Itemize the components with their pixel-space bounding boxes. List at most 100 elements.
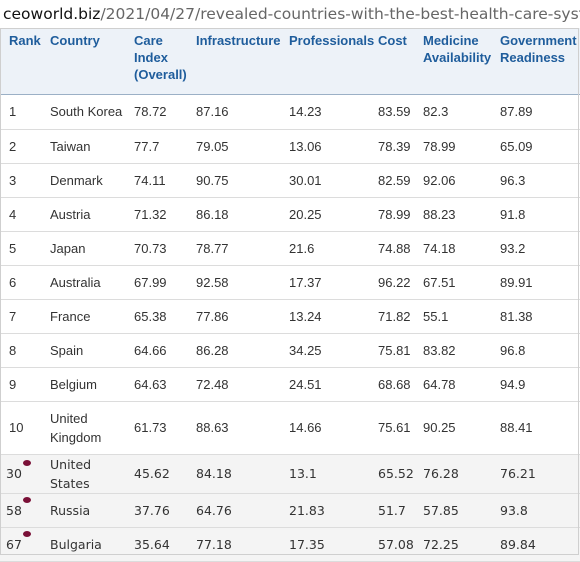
table-row: 7 France 65.38 77.86 13.24 71.82 55.1 81… (0, 298, 580, 333)
cell-cost: 68.68 (374, 366, 419, 401)
cell-infrastructure: 87.16 (192, 93, 285, 129)
cell-infrastructure: 64.76 (192, 492, 285, 527)
table-row: 2 Taiwan 77.7 79.05 13.06 78.39 78.99 65… (0, 128, 580, 163)
cell-government: 96.8 (496, 332, 580, 367)
cell-cost: 51.7 (374, 492, 419, 527)
table-row: 30 United States 45.62 84.18 13.1 65.52 … (0, 453, 580, 493)
table-row: 1 South Korea 78.72 87.16 14.23 83.59 82… (0, 93, 580, 129)
cell-cost: 71.82 (374, 298, 419, 333)
table-row: 3 Denmark 74.11 90.75 30.01 82.59 92.06 … (0, 162, 580, 197)
cell-government: 91.8 (496, 196, 580, 231)
cell-care-index: 64.63 (130, 366, 192, 401)
cell-country: France (46, 298, 130, 333)
cell-care-index: 74.11 (130, 162, 192, 197)
cell-cost: 83.59 (374, 93, 419, 129)
cell-care-index: 70.73 (130, 230, 192, 265)
header-infrastructure: Infrastructure (192, 28, 285, 94)
cell-cost: 78.39 (374, 128, 419, 163)
cell-government: 88.41 (496, 400, 580, 454)
cell-cost: 78.99 (374, 196, 419, 231)
cell-professionals: 21.6 (285, 230, 374, 265)
table-row: 6 Australia 67.99 92.58 17.37 96.22 67.5… (0, 264, 580, 299)
cell-cost: 82.59 (374, 162, 419, 197)
table-row: 67 Bulgaria 35.64 77.18 17.35 57.08 72.2… (0, 526, 580, 562)
cell-country: Austria (46, 196, 130, 231)
cell-professionals: 24.51 (285, 366, 374, 401)
cell-care-index: 71.32 (130, 196, 192, 231)
cell-care-index: 64.66 (130, 332, 192, 367)
cell-care-index: 77.7 (130, 128, 192, 163)
cell-professionals: 20.25 (285, 196, 374, 231)
cell-government: 76.21 (496, 453, 580, 493)
cell-infrastructure: 84.18 (192, 453, 285, 493)
cell-government: 93.2 (496, 230, 580, 265)
cell-cost: 96.22 (374, 264, 419, 299)
cell-rank: 7 (0, 298, 46, 333)
header-professionals: Professionals (285, 28, 374, 94)
cell-rank: 9 (0, 366, 46, 401)
table-row: 4 Austria 71.32 86.18 20.25 78.99 88.23 … (0, 196, 580, 231)
header-cost: Cost (374, 28, 419, 94)
rank-value: 58 (6, 502, 22, 518)
cell-care-index: 67.99 (130, 264, 192, 299)
cell-medicine: 64.78 (419, 366, 496, 401)
header-care-index: Care Index (Overall) (130, 28, 192, 94)
cell-medicine: 92.06 (419, 162, 496, 197)
cell-infrastructure: 79.05 (192, 128, 285, 163)
cell-professionals: 13.24 (285, 298, 374, 333)
cell-rank: 4 (0, 196, 46, 231)
cell-professionals: 21.83 (285, 492, 374, 527)
cell-medicine: 88.23 (419, 196, 496, 231)
cell-care-index: 45.62 (130, 453, 192, 493)
cell-infrastructure: 86.18 (192, 196, 285, 231)
cell-infrastructure: 72.48 (192, 366, 285, 401)
cell-country: Australia (46, 264, 130, 299)
cell-rank: 2 (0, 128, 46, 163)
marker-dot-icon (22, 530, 31, 537)
cell-medicine: 82.3 (419, 93, 496, 129)
cell-government: 93.8 (496, 492, 580, 527)
cell-rank: 5 (0, 230, 46, 265)
cell-care-index: 78.72 (130, 93, 192, 129)
cell-infrastructure: 77.86 (192, 298, 285, 333)
cell-care-index: 37.76 (130, 492, 192, 527)
header-government-readiness: Government Readiness (496, 28, 580, 94)
header-medicine-availability: Medicine Availability (419, 28, 496, 94)
cell-infrastructure: 90.75 (192, 162, 285, 197)
rank-value: 67 (6, 536, 22, 552)
cell-medicine: 74.18 (419, 230, 496, 265)
cell-rank: 58 (0, 492, 46, 527)
cell-infrastructure: 86.28 (192, 332, 285, 367)
cell-professionals: 30.01 (285, 162, 374, 197)
cell-country: Japan (46, 230, 130, 265)
table-row: 58 Russia 37.76 64.76 21.83 51.7 57.85 9… (0, 492, 580, 527)
url-domain: ceoworld.biz (3, 5, 101, 23)
cell-government: 87.89 (496, 93, 580, 129)
marker-dot-icon (22, 460, 31, 466)
cell-medicine: 83.82 (419, 332, 496, 367)
cell-infrastructure: 78.77 (192, 230, 285, 265)
cell-cost: 75.81 (374, 332, 419, 367)
table-row: 10 United Kingdom 61.73 88.63 14.66 75.6… (0, 400, 580, 454)
cell-rank: 30 (0, 453, 46, 493)
cell-cost: 65.52 (374, 453, 419, 493)
cell-medicine: 55.1 (419, 298, 496, 333)
marker-dot-icon (22, 496, 31, 503)
cell-medicine: 78.99 (419, 128, 496, 163)
rank-value: 30 (6, 466, 22, 481)
cell-country: Taiwan (46, 128, 130, 163)
cell-country: United States (46, 453, 130, 493)
cell-infrastructure: 88.63 (192, 400, 285, 454)
cell-cost: 74.88 (374, 230, 419, 265)
cell-care-index: 65.38 (130, 298, 192, 333)
cell-professionals: 14.23 (285, 93, 374, 129)
table-header-row: Rank Country Care Index (Overall) Infras… (0, 28, 580, 94)
url-path: /2021/04/27/revealed-countries-with-the-… (100, 5, 580, 23)
health-care-ranking-table: Rank Country Care Index (Overall) Infras… (0, 28, 580, 562)
cell-government: 94.9 (496, 366, 580, 401)
cell-professionals: 13.1 (285, 453, 374, 493)
cell-medicine: 57.85 (419, 492, 496, 527)
cell-country: United Kingdom (46, 400, 130, 454)
cell-government: 89.91 (496, 264, 580, 299)
cell-cost: 75.61 (374, 400, 419, 454)
